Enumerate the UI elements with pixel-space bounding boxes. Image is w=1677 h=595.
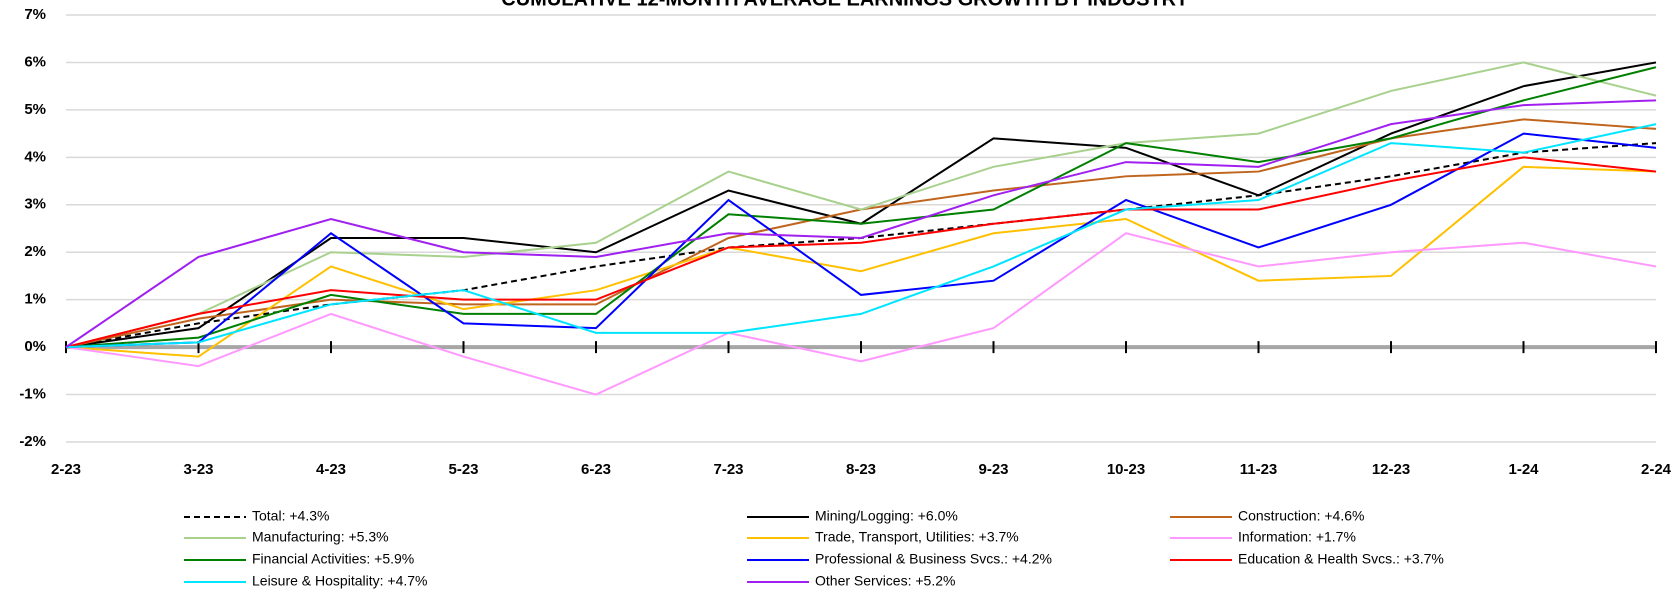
legend-label: Information: +1.7% [1238, 529, 1356, 545]
legend-label: Professional & Business Svcs.: +4.2% [815, 551, 1052, 567]
x-tick-label: 3-23 [183, 461, 213, 478]
series-line [65, 232, 1657, 396]
legend-label: Total: +4.3% [252, 508, 329, 524]
series-line [65, 66, 1657, 349]
x-tick-label: 2-23 [51, 461, 81, 478]
chart-title: CUMULATIVE 12-MONTH AVERAGE EARNINGS GRO… [501, 0, 1189, 10]
series-line [65, 165, 1657, 358]
y-tick-label: -2% [19, 433, 46, 450]
x-tick-label: 4-23 [316, 461, 346, 478]
x-tick-label: 12-23 [1372, 461, 1410, 478]
legend-label: Construction: +4.6% [1238, 508, 1364, 524]
x-tick-label: 11-23 [1240, 461, 1278, 478]
series-line [65, 99, 1657, 348]
x-tick-label: 9-23 [978, 461, 1008, 478]
series-line [65, 156, 1657, 349]
x-tick-label: 7-23 [713, 461, 743, 478]
y-tick-label: 6% [24, 53, 46, 70]
y-tick-label: 4% [24, 148, 46, 165]
y-tick-label: 2% [24, 243, 46, 260]
y-tick-label: -1% [19, 386, 46, 403]
legend-label: Manufacturing: +5.3% [252, 529, 389, 545]
series-line [65, 132, 1657, 349]
y-tick-label: 5% [24, 101, 46, 118]
y-tick-label: 7% [24, 6, 46, 23]
y-tick-label: 3% [24, 196, 46, 213]
legend-label: Leisure & Hospitality: +4.7% [252, 573, 427, 589]
legend-label: Education & Health Svcs.: +3.7% [1238, 551, 1444, 567]
x-tick-label: 2-24 [1641, 461, 1672, 478]
x-tick-label: 8-23 [846, 461, 876, 478]
x-tick-label: 5-23 [448, 461, 478, 478]
y-tick-label: 0% [24, 338, 46, 355]
x-tick-label: 10-23 [1107, 461, 1145, 478]
series-line [65, 123, 1657, 349]
legend-label: Financial Activities: +5.9% [252, 551, 414, 567]
legend-label: Other Services: +5.2% [815, 573, 955, 589]
legend-label: Trade, Transport, Utilities: +3.7% [815, 529, 1019, 545]
y-tick-label: 1% [24, 291, 46, 308]
series-line [65, 61, 1657, 349]
x-tick-label: 1-24 [1508, 461, 1539, 478]
x-tick-label: 6-23 [581, 461, 611, 478]
series-line [65, 142, 1657, 349]
legend-label: Mining/Logging: +6.0% [815, 508, 958, 524]
